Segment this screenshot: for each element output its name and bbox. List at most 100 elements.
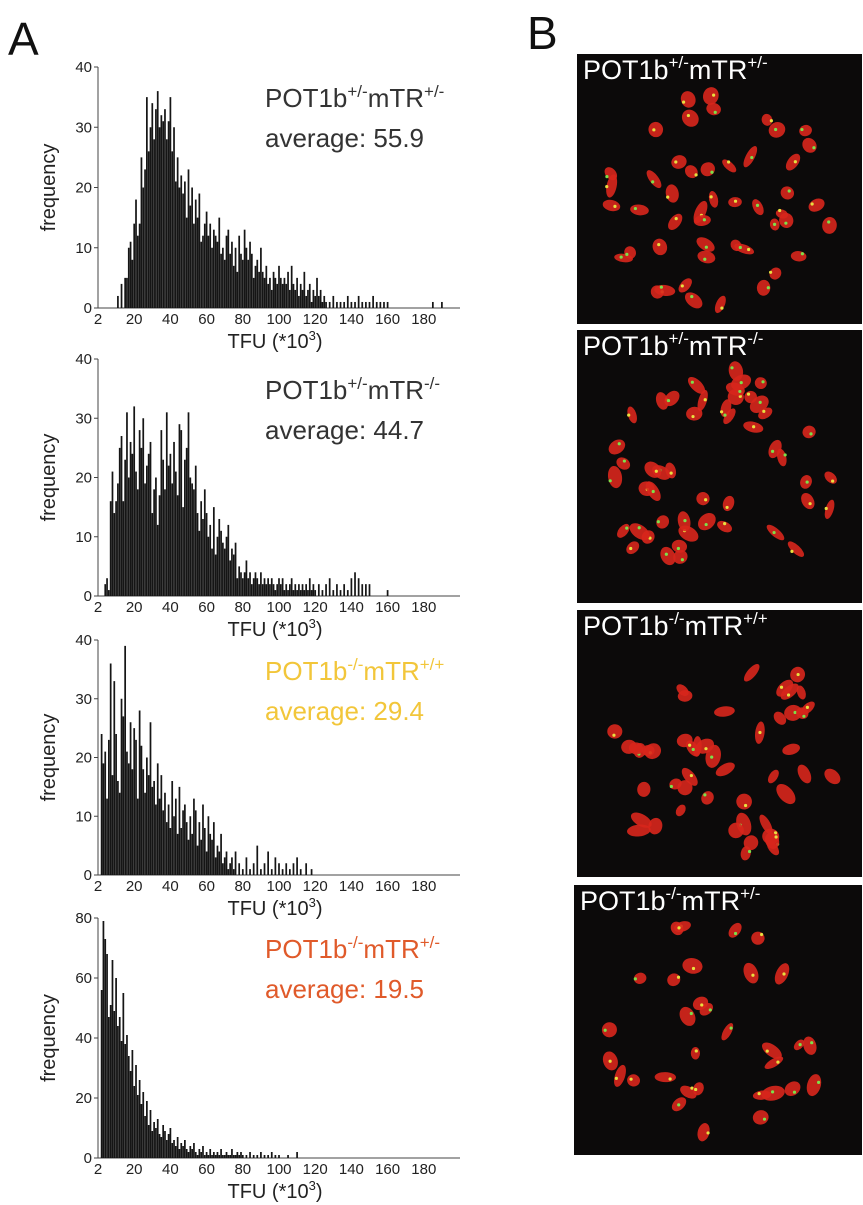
chromosome bbox=[722, 495, 735, 512]
histogram-bar bbox=[100, 734, 103, 875]
histogram-bar bbox=[263, 277, 266, 308]
genotype-label: POT1b+/-mTR-/- bbox=[265, 374, 440, 405]
chromosome bbox=[601, 1022, 617, 1038]
histogram-bar bbox=[365, 301, 367, 308]
histogram-bar bbox=[308, 578, 311, 596]
telomere-signal bbox=[773, 831, 778, 835]
histogram-bar bbox=[129, 441, 132, 596]
histogram-bar bbox=[124, 459, 127, 596]
chromosome bbox=[698, 512, 716, 531]
panel-a-label: A bbox=[8, 13, 39, 65]
histogram-bar bbox=[126, 277, 128, 308]
histogram-bar bbox=[256, 259, 259, 308]
chromosome bbox=[736, 793, 752, 810]
chromosome bbox=[752, 199, 764, 216]
histogram-bar bbox=[254, 265, 257, 308]
histogram-bar bbox=[212, 229, 215, 308]
x-tick-label: 120 bbox=[303, 599, 328, 616]
telomere-signal bbox=[747, 849, 752, 854]
telomere-signal bbox=[798, 1043, 802, 1047]
histogram-bar bbox=[136, 798, 139, 875]
histogram-bar bbox=[296, 857, 298, 875]
chromosome bbox=[617, 523, 630, 538]
y-tick-label: 40 bbox=[75, 351, 92, 368]
histogram-bar bbox=[146, 1101, 148, 1158]
histogram-bar bbox=[120, 1041, 123, 1158]
x-tick-label: 160 bbox=[375, 1161, 400, 1178]
x-axis-label: TFU (*103) bbox=[227, 895, 322, 920]
telomere-signal bbox=[703, 793, 707, 797]
histogram-bar bbox=[250, 253, 253, 308]
chromosome bbox=[627, 406, 637, 424]
histogram-bar bbox=[316, 277, 318, 308]
chromosome bbox=[779, 212, 794, 228]
telomere-signal bbox=[654, 469, 658, 473]
histogram-bar bbox=[111, 775, 114, 875]
chromosome bbox=[758, 407, 773, 420]
chromosome bbox=[681, 109, 699, 127]
chromosome bbox=[752, 1090, 772, 1100]
telomere-signal bbox=[704, 245, 708, 249]
telomere-signal bbox=[605, 175, 609, 179]
histogram-bar bbox=[225, 235, 228, 308]
histogram-bar bbox=[225, 851, 228, 875]
histogram-bar bbox=[174, 471, 177, 596]
histogram-bar bbox=[133, 728, 136, 875]
chromosome bbox=[802, 425, 816, 439]
histogram-bar bbox=[153, 781, 155, 875]
telomere-signal bbox=[719, 410, 724, 414]
telomere-signal bbox=[800, 252, 804, 256]
histogram-bar bbox=[267, 1155, 269, 1158]
histogram-bar bbox=[200, 241, 203, 308]
chromosome bbox=[684, 292, 703, 309]
x-tick-label: 80 bbox=[234, 878, 251, 895]
histogram-bar bbox=[124, 277, 127, 308]
histogram-bar bbox=[258, 584, 260, 596]
telomere-signal bbox=[622, 459, 626, 463]
chromosome bbox=[696, 492, 710, 506]
histogram-bar bbox=[171, 781, 174, 875]
histogram-bar bbox=[212, 1152, 215, 1158]
histogram-bar bbox=[108, 1017, 110, 1158]
telomere-signal bbox=[708, 1008, 712, 1012]
histogram-bar bbox=[165, 1140, 168, 1158]
telomere-signal bbox=[680, 558, 684, 562]
histogram-bar bbox=[156, 91, 159, 308]
histogram-bar bbox=[285, 863, 288, 875]
telomere-signal bbox=[783, 453, 787, 457]
x-tick-label: 140 bbox=[339, 878, 364, 895]
telomere-signal bbox=[704, 498, 708, 502]
histogram-bar bbox=[321, 301, 324, 308]
histogram-bar bbox=[365, 584, 367, 596]
chromosome bbox=[824, 499, 835, 519]
histogram-bar bbox=[144, 483, 146, 596]
histogram-bar bbox=[209, 524, 212, 596]
telomere-signal bbox=[657, 243, 661, 247]
histogram-bar bbox=[292, 283, 295, 308]
histogram-bar bbox=[263, 1155, 266, 1158]
histogram-bar bbox=[184, 1140, 186, 1158]
histogram-bar bbox=[127, 477, 130, 596]
histogram-bar bbox=[124, 1044, 127, 1158]
chromosome bbox=[665, 462, 677, 479]
y-tick-label: 10 bbox=[75, 240, 92, 257]
histogram-bar bbox=[222, 542, 224, 596]
telomere-signal bbox=[726, 160, 731, 164]
histogram-bar bbox=[234, 542, 237, 596]
histogram-bar bbox=[343, 584, 346, 596]
histogram-bar bbox=[283, 277, 286, 308]
histogram-bar bbox=[189, 1146, 192, 1158]
telomere-signal bbox=[812, 146, 816, 150]
histogram-bar bbox=[124, 645, 127, 875]
histogram-bar bbox=[117, 295, 119, 308]
chromosome bbox=[801, 492, 815, 510]
telomere-signal bbox=[659, 285, 663, 289]
histogram-bar bbox=[431, 301, 434, 308]
histogram-bar bbox=[126, 1035, 128, 1158]
histogram-bar bbox=[278, 863, 280, 875]
chromosome bbox=[784, 1081, 801, 1097]
histogram-bar bbox=[194, 465, 197, 596]
histogram-bar bbox=[305, 863, 308, 875]
chromosome bbox=[780, 186, 795, 200]
x-tick-label: 20 bbox=[126, 311, 143, 328]
